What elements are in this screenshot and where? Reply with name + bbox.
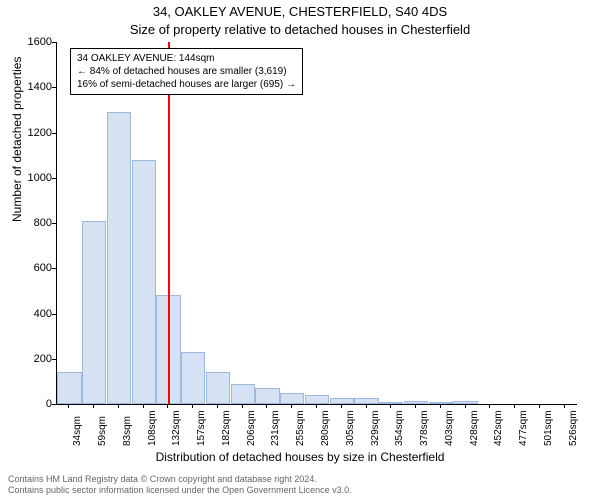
x-tick-mark: [68, 404, 69, 408]
histogram-bar: [280, 393, 304, 404]
histogram-bar: [132, 160, 156, 404]
x-tick-label: 182sqm: [221, 410, 232, 446]
x-tick-label: 378sqm: [419, 410, 430, 446]
histogram-bar: [57, 372, 81, 404]
footer-line-2: Contains public sector information licen…: [8, 485, 352, 496]
x-tick-mark: [217, 404, 218, 408]
y-tick-label: 1000: [12, 172, 52, 184]
chart-title-main: 34, OAKLEY AVENUE, CHESTERFIELD, S40 4DS: [0, 4, 600, 19]
x-tick-mark: [539, 404, 540, 408]
x-tick-label: 255sqm: [295, 410, 306, 446]
info-box: 34 OAKLEY AVENUE: 144sqm ← 84% of detach…: [70, 48, 303, 95]
x-tick-mark: [390, 404, 391, 408]
y-tick-label: 1400: [12, 81, 52, 93]
x-tick-mark: [465, 404, 466, 408]
x-tick-mark: [93, 404, 94, 408]
histogram-bar: [206, 372, 230, 404]
x-tick-label: 83sqm: [122, 416, 133, 446]
x-tick-mark: [118, 404, 119, 408]
x-tick-mark: [316, 404, 317, 408]
x-tick-mark: [192, 404, 193, 408]
histogram-bar: [305, 395, 329, 404]
x-tick-mark: [291, 404, 292, 408]
x-axis-label: Distribution of detached houses by size …: [0, 450, 600, 464]
x-tick-mark: [564, 404, 565, 408]
x-tick-mark: [440, 404, 441, 408]
footer-line-1: Contains HM Land Registry data © Crown c…: [8, 474, 352, 485]
y-tick-label: 0: [12, 398, 52, 410]
histogram-bar: [429, 402, 453, 404]
histogram-bar: [181, 352, 205, 404]
x-tick-mark: [143, 404, 144, 408]
x-tick-mark: [415, 404, 416, 408]
x-tick-label: 59sqm: [97, 416, 108, 446]
y-tick-label: 400: [12, 308, 52, 320]
histogram-bar: [255, 388, 279, 404]
marker-line: [168, 42, 170, 404]
plot-area: [56, 42, 577, 405]
x-tick-mark: [167, 404, 168, 408]
x-tick-mark: [366, 404, 367, 408]
x-tick-label: 477sqm: [518, 410, 529, 446]
info-line-1: 34 OAKLEY AVENUE: 144sqm: [77, 52, 296, 65]
y-tick-label: 600: [12, 262, 52, 274]
x-tick-label: 403sqm: [444, 410, 455, 446]
x-tick-label: 329sqm: [370, 410, 381, 446]
histogram-chart: 34, OAKLEY AVENUE, CHESTERFIELD, S40 4DS…: [0, 0, 600, 500]
x-tick-label: 157sqm: [196, 410, 207, 446]
histogram-bar: [107, 112, 131, 404]
x-tick-label: 280sqm: [320, 410, 331, 446]
x-tick-label: 108sqm: [147, 410, 158, 446]
y-tick-label: 800: [12, 217, 52, 229]
histogram-bar: [330, 398, 354, 404]
x-tick-label: 231sqm: [270, 410, 281, 446]
y-tick-label: 1600: [12, 36, 52, 48]
x-tick-label: 501sqm: [543, 410, 554, 446]
x-tick-label: 452sqm: [493, 410, 504, 446]
histogram-bar: [453, 401, 477, 404]
footer-attribution: Contains HM Land Registry data © Crown c…: [8, 474, 352, 497]
x-tick-label: 34sqm: [72, 416, 83, 446]
info-line-2: ← 84% of detached houses are smaller (3,…: [77, 65, 296, 78]
x-tick-label: 206sqm: [246, 410, 257, 446]
chart-title-sub: Size of property relative to detached ho…: [0, 22, 600, 37]
x-tick-mark: [266, 404, 267, 408]
x-tick-mark: [489, 404, 490, 408]
x-tick-label: 132sqm: [171, 410, 182, 446]
info-line-3: 16% of semi-detached houses are larger (…: [77, 78, 296, 91]
x-tick-mark: [242, 404, 243, 408]
histogram-bar: [82, 221, 106, 404]
x-tick-label: 428sqm: [469, 410, 480, 446]
histogram-bar: [231, 384, 255, 404]
y-tick-label: 200: [12, 353, 52, 365]
x-tick-label: 526sqm: [568, 410, 579, 446]
x-tick-mark: [514, 404, 515, 408]
x-tick-label: 305sqm: [345, 410, 356, 446]
x-tick-label: 354sqm: [394, 410, 405, 446]
y-tick-label: 1200: [12, 127, 52, 139]
x-tick-mark: [341, 404, 342, 408]
